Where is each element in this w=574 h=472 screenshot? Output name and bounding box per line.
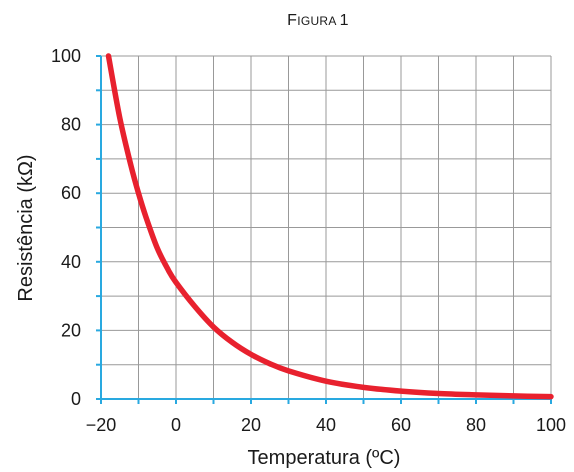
x-tick-label: 100	[536, 415, 566, 435]
chart-title: FIGURA 1	[287, 12, 349, 29]
y-tick-label: 60	[61, 183, 81, 203]
series-line-resistance	[105, 53, 554, 400]
y-tick-label: 40	[61, 252, 81, 272]
x-axis-label: Temperatura (ºC)	[248, 447, 401, 469]
x-tick-label: 20	[241, 415, 261, 435]
y-axis-label: Resistência (kΩ)	[15, 154, 37, 301]
grid	[101, 55, 552, 399]
y-tick-label: 80	[61, 115, 81, 135]
x-tick-label: 60	[391, 415, 411, 435]
x-tick-label: 80	[466, 415, 486, 435]
chart-title-rest: IGURA	[297, 14, 339, 28]
x-tick-label: 40	[316, 415, 336, 435]
y-tick-label: 20	[61, 320, 81, 340]
axes	[96, 55, 552, 404]
y-tick-label: 0	[71, 389, 81, 409]
chart-title-number: 1	[340, 12, 349, 29]
series-layer	[105, 53, 554, 400]
y-axis-ticks: 0 20 40 60 80 100	[51, 46, 81, 409]
y-tick-label: 100	[51, 46, 81, 66]
x-tick-label: −20	[86, 415, 117, 435]
x-tick-label: 0	[171, 415, 181, 435]
chart-title-initial: F	[287, 12, 297, 29]
x-axis-ticks: −20 0 20 40 60 80 100	[86, 415, 566, 435]
